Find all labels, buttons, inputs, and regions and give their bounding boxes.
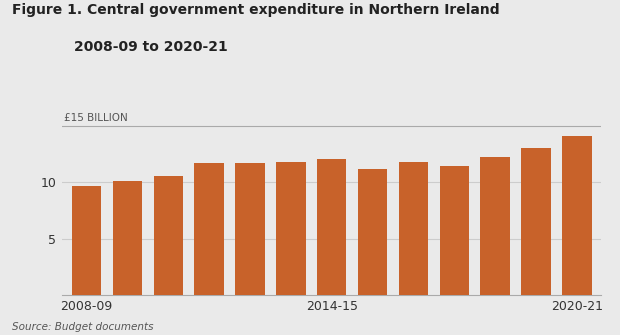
Bar [235, 163, 265, 295]
Bar [358, 169, 388, 295]
Text: £15 BILLION: £15 BILLION [64, 114, 128, 123]
Text: 2008-09 to 2020-21: 2008-09 to 2020-21 [74, 40, 228, 54]
Bar [521, 148, 551, 295]
Text: Figure 1. Central government expenditure in Northern Ireland: Figure 1. Central government expenditure… [12, 3, 500, 17]
Bar [195, 163, 224, 295]
Bar [562, 136, 591, 295]
Bar [480, 156, 510, 295]
Bar [113, 181, 142, 295]
Text: Source: Budget documents: Source: Budget documents [12, 322, 154, 332]
Bar [440, 165, 469, 295]
Bar [399, 162, 428, 295]
Bar [154, 176, 183, 295]
Bar [276, 162, 306, 295]
Bar [72, 186, 101, 295]
Bar [317, 159, 347, 295]
